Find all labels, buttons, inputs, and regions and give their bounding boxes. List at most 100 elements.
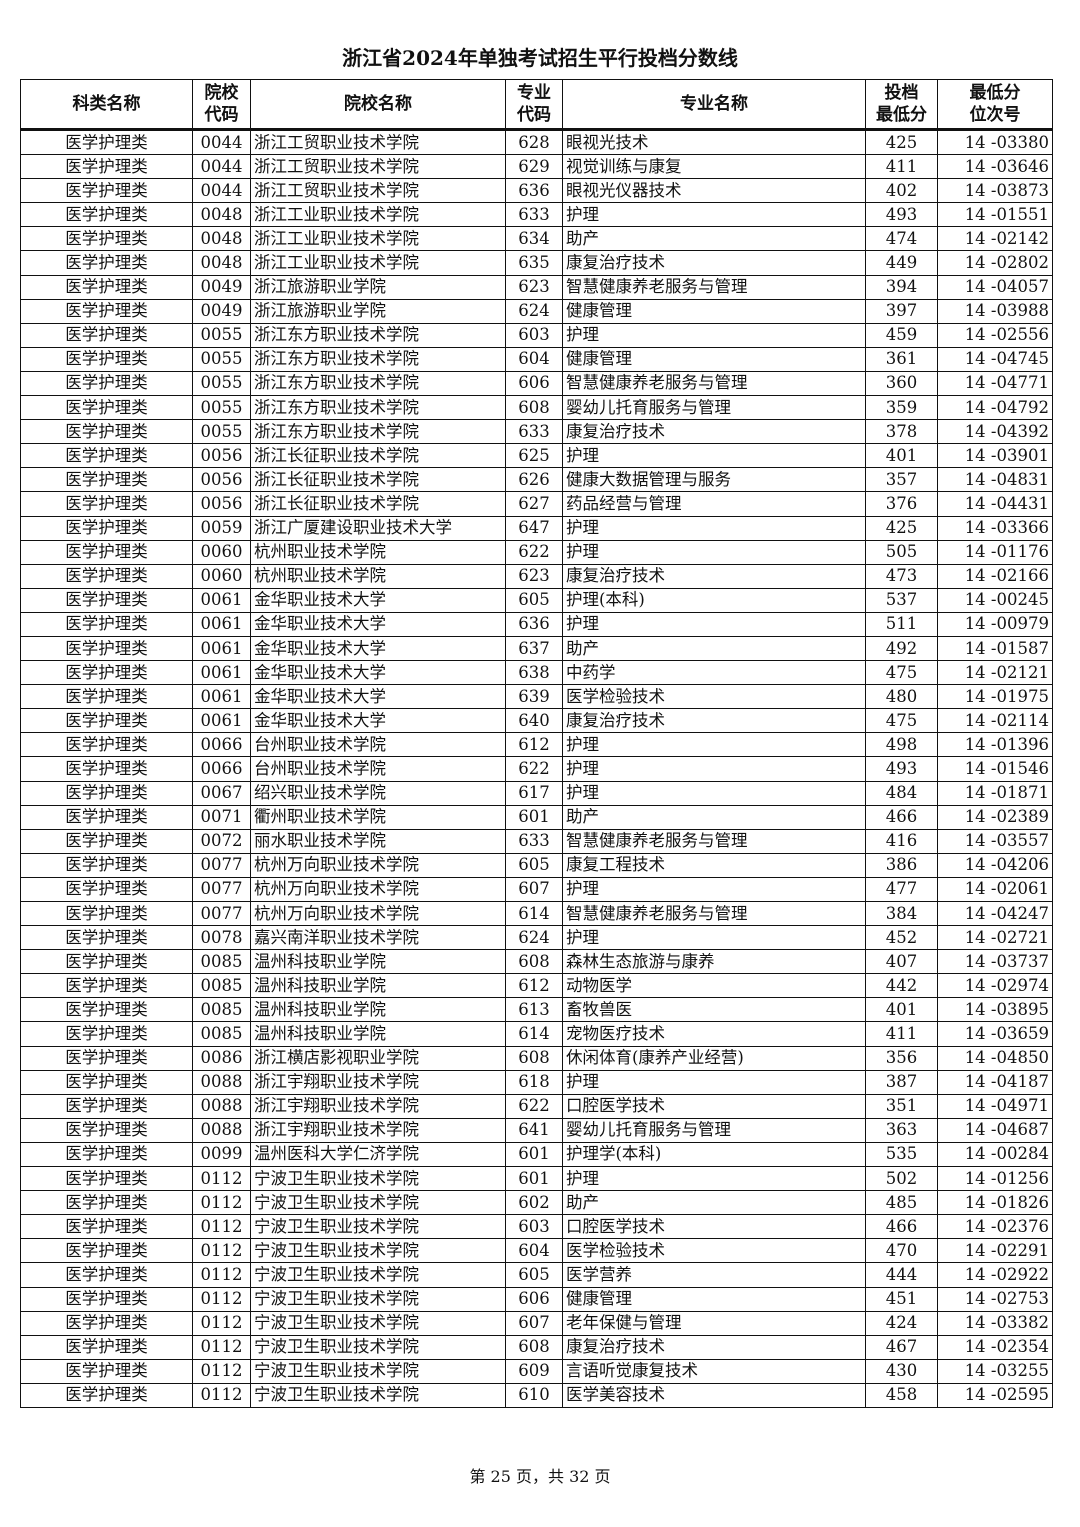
cell-min-rank: 14 -02974 xyxy=(937,973,1053,999)
cell-min-score: 467 xyxy=(865,1334,938,1360)
cell-school-name: 浙江东方职业技术学院 xyxy=(250,419,506,445)
cell-min-score: 430 xyxy=(865,1358,938,1384)
cell-major-code: 622 xyxy=(505,1093,563,1119)
cell-major-code: 625 xyxy=(505,443,563,469)
table-row: 医学护理类 0056 浙江长征职业技术学院 627 药品经营与管理 376 14 -0443… xyxy=(20,491,1053,517)
cell-major-code: 605 xyxy=(505,587,563,613)
table-row: 医学护理类 0078 嘉兴南洋职业技术学院 624 护理 452 14 -02721 xyxy=(20,925,1053,951)
cell-category: 医学护理类 xyxy=(20,1093,193,1119)
cell-major-name: 医学检验技术 xyxy=(562,684,866,710)
cell-school-name: 温州医科大学仁济学院 xyxy=(250,1141,506,1168)
cell-min-rank: 14 -04687 xyxy=(937,1117,1053,1143)
cell-major-name: 康复工程技术 xyxy=(562,852,866,878)
cell-school-name: 浙江宇翔职业技术学院 xyxy=(250,1117,506,1143)
cell-min-rank: 14 -01587 xyxy=(937,635,1053,662)
cell-min-rank: 14 -02166 xyxy=(937,563,1053,589)
table-row: 医学护理类 0061 金华职业技术大学 637 助产 492 14 -01587 xyxy=(20,635,1053,662)
cell-category: 医学护理类 xyxy=(20,900,193,927)
cell-major-name: 森林生态旅游与康养 xyxy=(562,949,866,975)
table-row: 医学护理类 0055 浙江东方职业技术学院 603 护理 459 14 -02556 xyxy=(20,322,1053,348)
cell-school-code: 0055 xyxy=(192,322,251,348)
cell-min-rank: 14 -04057 xyxy=(937,274,1053,300)
cell-major-code: 622 xyxy=(505,756,563,782)
cell-school-code: 0061 xyxy=(192,708,251,734)
cell-school-code: 0112 xyxy=(192,1358,251,1384)
cell-category: 医学护理类 xyxy=(20,587,193,613)
column-header-category: 科类名称 xyxy=(20,79,193,131)
cell-category: 医学护理类 xyxy=(20,539,193,565)
cell-min-score: 449 xyxy=(865,250,938,276)
cell-min-rank: 14 -04771 xyxy=(937,370,1053,397)
cell-major-code: 614 xyxy=(505,900,563,927)
table-row: 医学护理类 0112 宁波卫生职业技术学院 607 老年保健与管理 424 14 -0338… xyxy=(20,1310,1053,1336)
cell-school-name: 金华职业技术大学 xyxy=(250,611,506,637)
cell-min-rank: 14 -03646 xyxy=(937,154,1053,180)
cell-min-rank: 14 -01176 xyxy=(937,539,1053,565)
cell-major-name: 动物医学 xyxy=(562,973,866,999)
table-row: 医学护理类 0112 宁波卫生职业技术学院 610 医学美容技术 458 14 -02595 xyxy=(20,1382,1053,1408)
cell-major-code: 638 xyxy=(505,660,563,686)
cell-school-name: 浙江长征职业技术学院 xyxy=(250,467,506,493)
cell-min-score: 473 xyxy=(865,563,938,589)
cell-school-name: 温州科技职业学院 xyxy=(250,997,506,1023)
cell-school-code: 0056 xyxy=(192,443,251,469)
cell-min-rank: 14 -00284 xyxy=(937,1141,1053,1168)
cell-major-name: 护理 xyxy=(562,202,866,228)
cell-min-score: 424 xyxy=(865,1310,938,1336)
cell-school-code: 0088 xyxy=(192,1117,251,1143)
cell-school-code: 0049 xyxy=(192,274,251,300)
cell-school-name: 浙江旅游职业学院 xyxy=(250,274,506,300)
cell-min-rank: 14 -02376 xyxy=(937,1214,1053,1240)
cell-school-code: 0077 xyxy=(192,876,251,903)
cell-school-code: 0112 xyxy=(192,1214,251,1240)
cell-major-code: 607 xyxy=(505,1310,563,1336)
cell-school-name: 浙江工业职业技术学院 xyxy=(250,202,506,228)
cell-category: 医学护理类 xyxy=(20,274,193,300)
cell-category: 医学护理类 xyxy=(20,780,193,806)
cell-category: 医学护理类 xyxy=(20,804,193,830)
cell-major-code: 640 xyxy=(505,708,563,734)
cell-category: 医学护理类 xyxy=(20,178,193,204)
cell-school-code: 0055 xyxy=(192,346,251,372)
cell-school-name: 浙江广厦建设职业技术大学 xyxy=(250,515,506,541)
cell-major-name: 助产 xyxy=(562,226,866,252)
cell-major-name: 康复治疗技术 xyxy=(562,250,866,276)
table-row: 医学护理类 0066 台州职业技术学院 612 护理 498 14 -01396 xyxy=(20,732,1053,758)
cell-category: 医学护理类 xyxy=(20,732,193,758)
cell-min-rank: 14 -00979 xyxy=(937,611,1053,637)
table-row: 医学护理类 0061 金华职业技术大学 605 护理(本科) 537 14 -00245 xyxy=(20,587,1053,613)
cell-school-code: 0071 xyxy=(192,804,251,830)
cell-category: 医学护理类 xyxy=(20,226,193,252)
cell-category: 医学护理类 xyxy=(20,1045,193,1071)
cell-school-code: 0056 xyxy=(192,467,251,493)
cell-min-rank: 14 -02114 xyxy=(937,708,1053,734)
cell-school-name: 宁波卫生职业技术学院 xyxy=(250,1334,506,1360)
cell-category: 医学护理类 xyxy=(20,154,193,180)
cell-min-score: 477 xyxy=(865,876,938,903)
cell-major-code: 627 xyxy=(505,491,563,517)
cell-min-score: 458 xyxy=(865,1382,938,1408)
cell-school-code: 0044 xyxy=(192,178,251,204)
cell-min-score: 493 xyxy=(865,202,938,228)
cell-major-name: 婴幼儿托育服务与管理 xyxy=(562,395,866,421)
column-header-major-name: 专业名称 xyxy=(562,79,866,131)
cell-category: 医学护理类 xyxy=(20,828,193,854)
cell-category: 医学护理类 xyxy=(20,563,193,589)
cell-min-rank: 14 -04792 xyxy=(937,395,1053,421)
cell-min-rank: 14 -03901 xyxy=(937,443,1053,469)
cell-category: 医学护理类 xyxy=(20,660,193,686)
table-row: 医学护理类 0112 宁波卫生职业技术学院 605 医学营养 444 14 -02922 xyxy=(20,1262,1053,1288)
cell-min-rank: 14 -03382 xyxy=(937,1310,1053,1336)
table-row: 医学护理类 0112 宁波卫生职业技术学院 601 护理 502 14 -01256 xyxy=(20,1166,1053,1192)
cell-min-score: 394 xyxy=(865,274,938,300)
cell-major-code: 608 xyxy=(505,949,563,975)
cell-category: 医学护理类 xyxy=(20,491,193,517)
cell-min-score: 397 xyxy=(865,298,938,324)
cell-category: 医学护理类 xyxy=(20,1382,193,1408)
cell-category: 医学护理类 xyxy=(20,346,193,372)
cell-school-code: 0056 xyxy=(192,491,251,517)
cell-major-name: 健康大数据管理与服务 xyxy=(562,467,866,493)
cell-major-name: 康复治疗技术 xyxy=(562,563,866,589)
cell-min-score: 475 xyxy=(865,660,938,686)
table-row: 医学护理类 0112 宁波卫生职业技术学院 602 助产 485 14 -01826 xyxy=(20,1190,1053,1216)
